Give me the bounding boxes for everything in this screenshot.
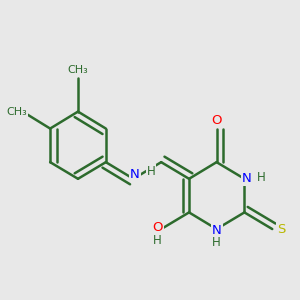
Text: H: H	[212, 236, 221, 249]
Text: O: O	[152, 221, 163, 234]
Text: S: S	[277, 223, 285, 236]
Text: CH₃: CH₃	[68, 65, 88, 75]
Text: O: O	[211, 114, 222, 127]
Text: N: N	[242, 172, 252, 185]
Text: H: H	[153, 234, 162, 247]
Text: H: H	[147, 165, 155, 178]
Text: N: N	[212, 224, 221, 237]
Text: N: N	[130, 167, 140, 181]
Text: H: H	[257, 171, 266, 184]
Text: CH₃: CH₃	[7, 106, 27, 117]
